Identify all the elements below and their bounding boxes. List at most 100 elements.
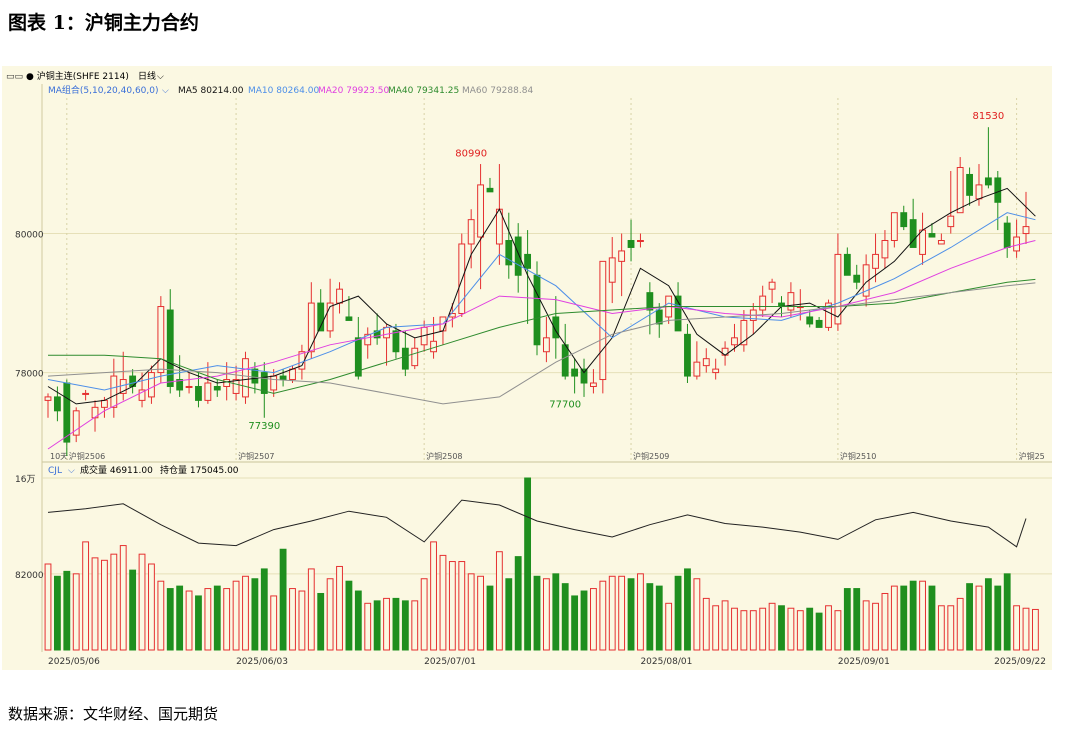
volume-bar — [176, 585, 184, 651]
candlestick — [213, 379, 221, 397]
candle-body — [72, 410, 80, 436]
volume-bar — [637, 573, 644, 651]
date-tick-label: 2025/07/01 — [424, 657, 476, 667]
volume-bar — [204, 588, 212, 651]
candlestick — [853, 264, 861, 290]
chevron-down-icon[interactable]: ⌵ — [162, 86, 169, 96]
volume-bar — [787, 607, 795, 651]
candlestick — [72, 407, 80, 443]
volume-bar — [383, 597, 390, 651]
candlestick — [185, 372, 193, 394]
volume-bar — [778, 605, 785, 651]
candlestick — [44, 393, 52, 418]
candlestick — [505, 212, 513, 279]
volume-bar — [129, 569, 137, 651]
volume-bar — [956, 597, 964, 651]
volume-bar — [420, 578, 428, 651]
candlestick — [994, 170, 1002, 231]
volume-bar — [618, 575, 626, 651]
price-y-tick-label: 80000 — [15, 231, 44, 241]
candle-body — [392, 330, 400, 353]
candlestick — [984, 127, 992, 189]
volume-bar — [665, 602, 673, 651]
candle-body — [364, 333, 372, 346]
candlestick — [542, 316, 550, 363]
volume-bar — [110, 553, 118, 651]
volume-bar — [712, 605, 720, 651]
volume-bar — [561, 583, 569, 651]
candlestick — [759, 285, 767, 317]
candle-body — [223, 379, 231, 387]
candle-body — [947, 215, 955, 228]
volume-bar — [1013, 605, 1021, 651]
candle-body — [768, 281, 776, 290]
candle-body — [63, 382, 71, 443]
volume-bar — [439, 554, 447, 651]
candlestick — [731, 323, 738, 352]
price-annotation: 77700 — [549, 399, 581, 410]
volume-bar — [430, 541, 437, 651]
candlestick — [148, 365, 155, 404]
candlestick — [580, 358, 588, 397]
volume-bar — [731, 607, 738, 651]
volume-bar — [749, 610, 757, 651]
candlestick — [157, 296, 165, 384]
candlestick — [890, 212, 898, 248]
volume-bar — [721, 600, 729, 651]
volume-bar — [101, 559, 108, 651]
candle-body — [984, 177, 992, 186]
ma-line-ma60 — [47, 282, 1036, 405]
chevron-down-icon[interactable]: ⌵ — [157, 72, 164, 82]
candle-body — [834, 253, 842, 325]
candlestick — [966, 167, 973, 206]
volume-bar — [307, 568, 315, 651]
volume-indicator-label[interactable]: CJL — [48, 466, 62, 476]
ma-group-label[interactable]: MA组合(5,10,20,40,60,0) — [48, 84, 159, 96]
volume-bar — [336, 565, 343, 651]
candle-body — [232, 379, 240, 394]
volume-bar — [401, 600, 409, 651]
volume-bar — [806, 607, 814, 651]
candle-body — [702, 358, 710, 367]
volume-legend-item: 成交量 46911.00 — [80, 464, 153, 476]
candlestick — [947, 170, 955, 234]
price-y-tick-label: 78000 — [15, 370, 44, 380]
candle-body — [213, 385, 221, 391]
candle-body — [260, 372, 268, 394]
chart-toggle-icon[interactable]: ▭▭ — [6, 72, 23, 82]
contract-label: 沪铜2508 — [426, 451, 462, 461]
volume-bar — [495, 551, 503, 651]
candle-body — [176, 379, 184, 391]
candle-body — [82, 392, 90, 395]
volume-bar — [994, 585, 1002, 651]
candle-body — [326, 302, 334, 332]
candlestick — [279, 369, 287, 387]
volume-bar — [260, 568, 268, 651]
candlestick — [956, 157, 964, 214]
candle-body — [552, 316, 560, 339]
volume-bar — [364, 602, 372, 651]
price-annotation: 80990 — [455, 149, 487, 160]
candle-body — [279, 375, 287, 381]
volume-bar — [627, 578, 635, 651]
volume-bar — [881, 592, 889, 651]
volume-bar — [608, 575, 616, 651]
candle-body — [91, 406, 99, 419]
volume-bar — [646, 583, 654, 651]
volume-bar — [919, 580, 926, 651]
candle-body — [204, 382, 212, 401]
source-note: 数据来源：文华财经、国元期货 — [8, 705, 219, 723]
candle-body — [383, 326, 390, 339]
volume-bar — [571, 595, 579, 651]
candlestick — [392, 323, 400, 359]
contract-label: 沪铜2510 — [840, 451, 876, 461]
candle-body — [571, 368, 579, 377]
candle-body — [110, 375, 118, 408]
candlestick — [646, 282, 654, 335]
volume-bar — [655, 585, 663, 651]
period-selector[interactable]: 日线 — [138, 70, 156, 82]
candle-body — [655, 309, 663, 325]
chevron-down-icon[interactable]: ⌵ — [68, 466, 75, 476]
price-annotation: 77390 — [248, 421, 280, 432]
